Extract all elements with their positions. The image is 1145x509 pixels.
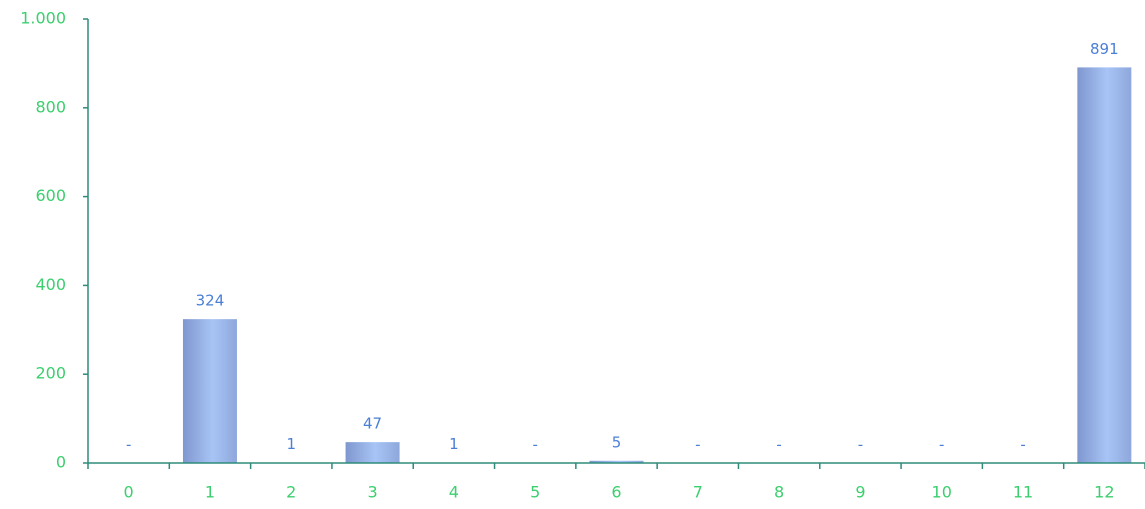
bar bbox=[182, 319, 237, 463]
value-label: 1 bbox=[449, 435, 459, 453]
bar bbox=[589, 460, 644, 463]
value-label: 324 bbox=[196, 292, 225, 310]
y-tick-label: 600 bbox=[35, 186, 66, 205]
y-tick-label: 200 bbox=[35, 364, 66, 383]
x-tick-label: 3 bbox=[367, 483, 377, 502]
value-label: 891 bbox=[1090, 40, 1119, 58]
value-label: 1 bbox=[286, 435, 296, 453]
value-label: - bbox=[939, 436, 944, 454]
value-label: - bbox=[695, 436, 700, 454]
x-tick-label: 8 bbox=[774, 483, 784, 502]
y-tick-label: 800 bbox=[35, 97, 66, 116]
x-tick-label: 1 bbox=[205, 483, 215, 502]
x-tick-label: 0 bbox=[124, 483, 134, 502]
y-tick-label: 400 bbox=[35, 275, 66, 294]
value-label: - bbox=[126, 436, 131, 454]
y-tick-label: 0 bbox=[56, 453, 66, 472]
x-tick-label: 2 bbox=[286, 483, 296, 502]
x-tick-label: 7 bbox=[693, 483, 703, 502]
bar bbox=[345, 442, 400, 463]
value-label: - bbox=[532, 436, 537, 454]
x-tick-label: 5 bbox=[530, 483, 540, 502]
y-tick-label: 1.000 bbox=[20, 9, 66, 28]
value-label: 5 bbox=[612, 433, 622, 451]
x-tick-label: 10 bbox=[932, 483, 952, 502]
x-tick-label: 11 bbox=[1013, 483, 1033, 502]
value-label: - bbox=[858, 436, 863, 454]
value-label: - bbox=[1020, 436, 1025, 454]
value-label: - bbox=[776, 436, 781, 454]
bar bbox=[1077, 67, 1132, 464]
value-label: 47 bbox=[363, 415, 382, 433]
x-tick-label: 12 bbox=[1094, 483, 1114, 502]
x-tick-label: 4 bbox=[449, 483, 459, 502]
x-tick-label: 9 bbox=[855, 483, 865, 502]
x-tick-label: 6 bbox=[611, 483, 621, 502]
